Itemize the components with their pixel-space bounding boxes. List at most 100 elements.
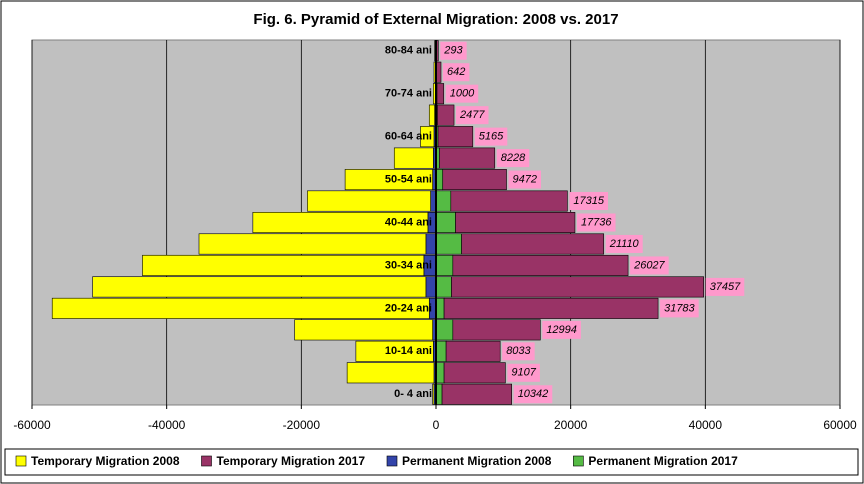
bar bbox=[452, 319, 541, 341]
data-label: 293 bbox=[443, 45, 463, 57]
bar bbox=[435, 212, 456, 233]
data-label: 8228 bbox=[501, 152, 526, 164]
data-label-box bbox=[605, 234, 643, 253]
bar bbox=[436, 83, 445, 105]
x-tick-label: 60000 bbox=[823, 418, 857, 432]
data-label: 21110 bbox=[609, 238, 640, 250]
data-label: 5165 bbox=[479, 131, 504, 143]
data-label: 1000 bbox=[450, 88, 475, 100]
bar bbox=[437, 104, 455, 126]
bar bbox=[452, 254, 629, 276]
data-label-box bbox=[456, 106, 489, 125]
bar bbox=[445, 340, 501, 362]
y-tick-label: 80-84 ani bbox=[385, 45, 432, 57]
bar bbox=[461, 233, 605, 255]
data-label: 8033 bbox=[506, 345, 531, 357]
bar bbox=[451, 276, 704, 298]
bar bbox=[346, 362, 435, 384]
y-tick-label: 30-34 ani bbox=[385, 259, 432, 271]
data-label: 9472 bbox=[513, 173, 537, 185]
bar bbox=[428, 104, 435, 126]
data-label: 9107 bbox=[511, 367, 536, 379]
data-label-box bbox=[445, 84, 479, 103]
data-label: 37457 bbox=[710, 281, 741, 293]
data-label-box bbox=[576, 213, 616, 232]
data-label-box bbox=[513, 385, 553, 404]
x-tick-label: 40000 bbox=[689, 418, 723, 432]
y-tick-label: 40-44 ani bbox=[385, 216, 432, 228]
bar bbox=[443, 297, 659, 319]
chart-title: Fig. 6. Pyramid of External Migration: 2… bbox=[253, 11, 618, 28]
bar bbox=[435, 254, 454, 276]
bar bbox=[435, 297, 445, 319]
y-tick-label: 20-24 ani bbox=[385, 302, 432, 314]
legend-label: Temporary Migration 2008 bbox=[31, 454, 180, 468]
data-label: 26027 bbox=[633, 259, 665, 271]
legend-swatch bbox=[201, 455, 212, 467]
data-label: 17736 bbox=[581, 216, 612, 228]
data-label: 2477 bbox=[459, 109, 485, 121]
bar bbox=[435, 340, 447, 362]
bar bbox=[439, 147, 496, 169]
data-label: 642 bbox=[447, 66, 465, 78]
bar bbox=[435, 276, 452, 298]
data-label-box bbox=[705, 277, 745, 296]
bar bbox=[198, 233, 427, 255]
data-label-box bbox=[442, 63, 470, 82]
data-label: 17315 bbox=[573, 195, 604, 207]
data-label-box bbox=[630, 256, 669, 275]
legend-label: Permanent Migration 2017 bbox=[588, 454, 738, 468]
bar bbox=[425, 276, 437, 298]
data-label-box bbox=[474, 127, 508, 146]
bar bbox=[435, 362, 445, 384]
bar bbox=[355, 340, 434, 362]
legend bbox=[4, 448, 859, 476]
bar bbox=[441, 383, 512, 405]
bar bbox=[455, 212, 576, 233]
data-label: 31783 bbox=[664, 302, 695, 314]
legend-swatch bbox=[15, 455, 27, 467]
data-label-box bbox=[502, 342, 535, 361]
bar bbox=[252, 212, 429, 233]
y-tick-label: 50-54 ani bbox=[385, 173, 432, 185]
data-label: 10342 bbox=[518, 388, 549, 400]
bar bbox=[435, 319, 454, 341]
bar bbox=[294, 319, 433, 341]
bar bbox=[450, 190, 568, 212]
bar bbox=[436, 61, 442, 83]
x-tick-label: -40000 bbox=[148, 418, 186, 432]
x-tick-label: 0 bbox=[433, 418, 440, 432]
data-label-box bbox=[508, 170, 541, 189]
data-label-box bbox=[496, 149, 530, 168]
bar bbox=[92, 276, 427, 298]
data-label-box bbox=[440, 41, 467, 60]
bar bbox=[442, 169, 507, 191]
data-label-box bbox=[569, 192, 608, 211]
bar bbox=[432, 383, 435, 405]
data-label-box bbox=[660, 299, 699, 318]
legend-swatch bbox=[386, 455, 398, 467]
y-tick-label: 60-64 ani bbox=[385, 131, 432, 143]
y-tick-label: 70-74 ani bbox=[385, 88, 432, 100]
x-tick-label: 20000 bbox=[554, 418, 588, 432]
x-tick-label: -60000 bbox=[13, 418, 51, 432]
bar bbox=[435, 169, 444, 191]
bar bbox=[142, 254, 425, 276]
y-tick-label: 0- 4 ani bbox=[394, 388, 432, 400]
y-tick-label: 10-14 ani bbox=[385, 345, 432, 357]
bar bbox=[435, 233, 462, 255]
x-tick-label: -20000 bbox=[283, 418, 321, 432]
data-label: 12994 bbox=[546, 324, 577, 336]
legend-swatch bbox=[573, 455, 584, 467]
bar bbox=[425, 233, 437, 255]
bar bbox=[393, 147, 434, 169]
bar bbox=[420, 126, 435, 148]
bar bbox=[344, 169, 433, 191]
bar bbox=[437, 126, 474, 148]
data-label-box bbox=[542, 320, 581, 339]
bar bbox=[443, 362, 506, 384]
legend-label: Temporary Migration 2017 bbox=[217, 454, 366, 468]
data-label-box bbox=[507, 363, 540, 382]
legend-label: Permanent Migration 2008 bbox=[402, 454, 552, 468]
